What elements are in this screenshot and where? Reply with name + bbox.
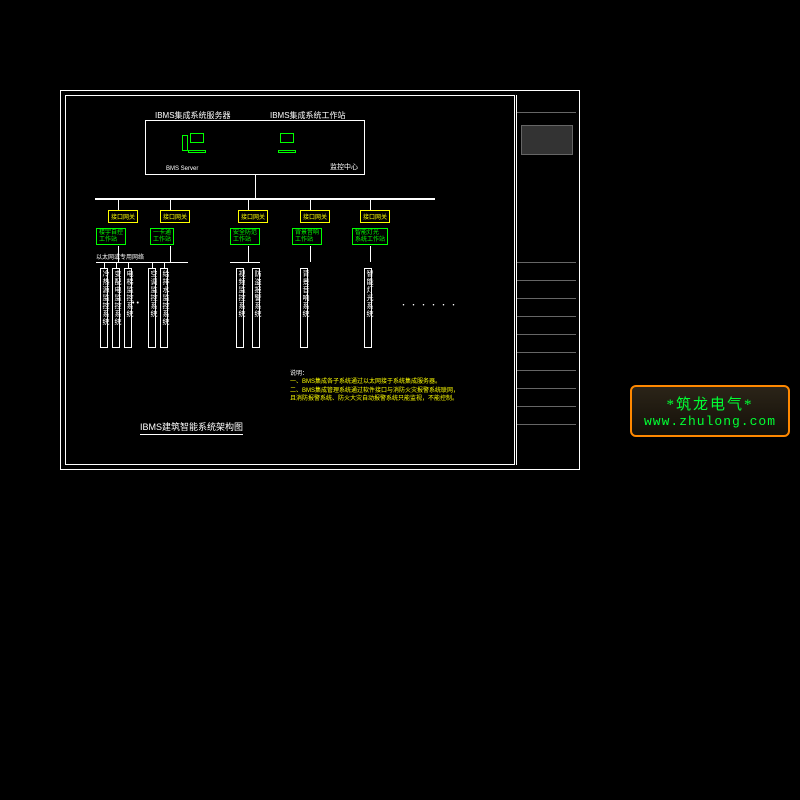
watermark-text-zh: *筑龙电气*	[632, 393, 788, 414]
subsystem-bus-line-2	[230, 262, 260, 263]
module-label: 电梯监控系统	[124, 270, 134, 318]
title-block-logo	[521, 125, 573, 155]
ws-drop-line	[310, 246, 311, 262]
watermark-box: *筑龙电气* www.zhulong.com	[630, 385, 790, 437]
gateway-label: 接口网关	[360, 210, 390, 223]
module-drop	[128, 262, 129, 268]
watermark-url: www.zhulong.com	[632, 414, 788, 429]
diagram-title: IBMS建筑智能系统架构图	[140, 420, 243, 435]
module-label: 视频监控系统	[236, 270, 246, 318]
server-computer-icon	[188, 133, 206, 153]
workstation-label: 一卡通工作站	[150, 228, 174, 245]
gateway-label: 接口网关	[238, 210, 268, 223]
ws-drop-line	[370, 246, 371, 262]
gateway-label: 接口网关	[108, 210, 138, 223]
server-drop-line	[255, 175, 256, 198]
workstation-label: 背景音响工作站	[292, 228, 322, 245]
subsystem-bus-label: 以太网或专用网络	[96, 252, 144, 261]
room-label: 监控中心	[330, 162, 358, 172]
module-drop	[116, 262, 117, 268]
main-network-bus	[95, 198, 435, 200]
title-block	[516, 95, 576, 465]
continuation-dots: ・・・・・・	[400, 300, 460, 310]
module-drop	[152, 262, 153, 268]
notes-line-1: 一、BMS集成各子系统通过以太网接于系统集成服务器。	[290, 379, 441, 385]
workstation-label: 楼宇自控工作站	[96, 228, 126, 245]
module-label: 防盗报警系统	[252, 270, 262, 318]
module-label: 给排水监控系统	[160, 270, 170, 326]
monitoring-center-box: BMS Server 监控中心	[145, 120, 365, 175]
gateway-label: 接口网关	[300, 210, 330, 223]
server-sublabel: BMS Server	[166, 166, 198, 172]
ws-drop-line	[170, 246, 171, 262]
workstation-computer-icon	[278, 133, 296, 153]
subsystem-bus-line	[96, 262, 188, 263]
module-drop	[164, 262, 165, 268]
notes-block: 说明： 一、BMS集成各子系统通过以太网接于系统集成服务器。 二、BMS集成管理…	[290, 370, 490, 404]
module-drop	[104, 262, 105, 268]
notes-line-2: 二、BMS集成管理系统通过软件接口与消防火灾报警系统联网，	[290, 388, 459, 394]
workstation-label: 智能灯光系统工作站	[352, 228, 388, 245]
group1-dots: ••	[132, 300, 141, 307]
ws-drop-line	[248, 246, 249, 262]
notes-header: 说明：	[290, 371, 308, 377]
module-label: 空调监控系统	[148, 270, 158, 318]
module-label: 背景音响系统	[300, 270, 310, 318]
module-label: 冷热源监控系统	[100, 270, 110, 326]
module-label: 智能灯光系统	[364, 270, 374, 318]
workstation-label: 安全防范工作站	[230, 228, 260, 245]
module-label: 变配电监控系统	[112, 270, 122, 326]
gateway-label: 接口网关	[160, 210, 190, 223]
notes-line-3: 且消防报警系统、防火大灾自动报警系统只能监视，不能控制。	[290, 396, 458, 402]
